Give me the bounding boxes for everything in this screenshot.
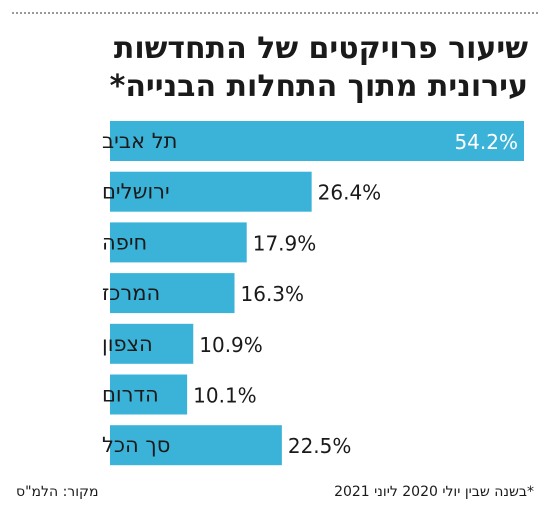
bar-5 [110,323,194,364]
footnote: *בשנה שבין יולי 2020 ליוני 2021 [334,484,534,500]
chart-title-line-2: עירונית מתוך התחלות הבנייה* [109,69,528,104]
category-label-4: המרכז [102,281,160,305]
chart-title-line-1: שיעור פרויקטים של התחדשות [113,31,528,66]
category-label-7: סך הכל [102,433,170,457]
category-label-2: ירושלים [102,180,170,204]
category-label-5: הצפון [102,332,153,356]
bar-2 [110,171,312,212]
bar-3 [110,222,247,263]
source-credit: מקור: הלמ"ס [16,484,99,500]
value-label-4: 16.3% [241,282,305,306]
value-label-6: 10.1% [193,384,257,408]
bar-7 [110,425,282,466]
value-label-3: 17.9% [253,231,317,255]
category-label-6: הדרום [102,383,159,407]
bar-4 [110,273,235,314]
bar-6 [110,374,188,415]
category-label-1: תל אביב [102,129,177,153]
value-label-7: 22.5% [288,434,352,458]
chart-title: שיעור פרויקטים של התחדשות עירונית מתוך ה… [20,30,528,106]
value-label-5: 10.9% [199,333,263,357]
bar-1 [110,121,524,161]
value-label-2: 26.4% [318,181,382,205]
value-label-1: 54.2% [454,130,518,154]
top-dotted-rule [12,12,538,14]
category-label-3: חיפה [102,230,147,254]
